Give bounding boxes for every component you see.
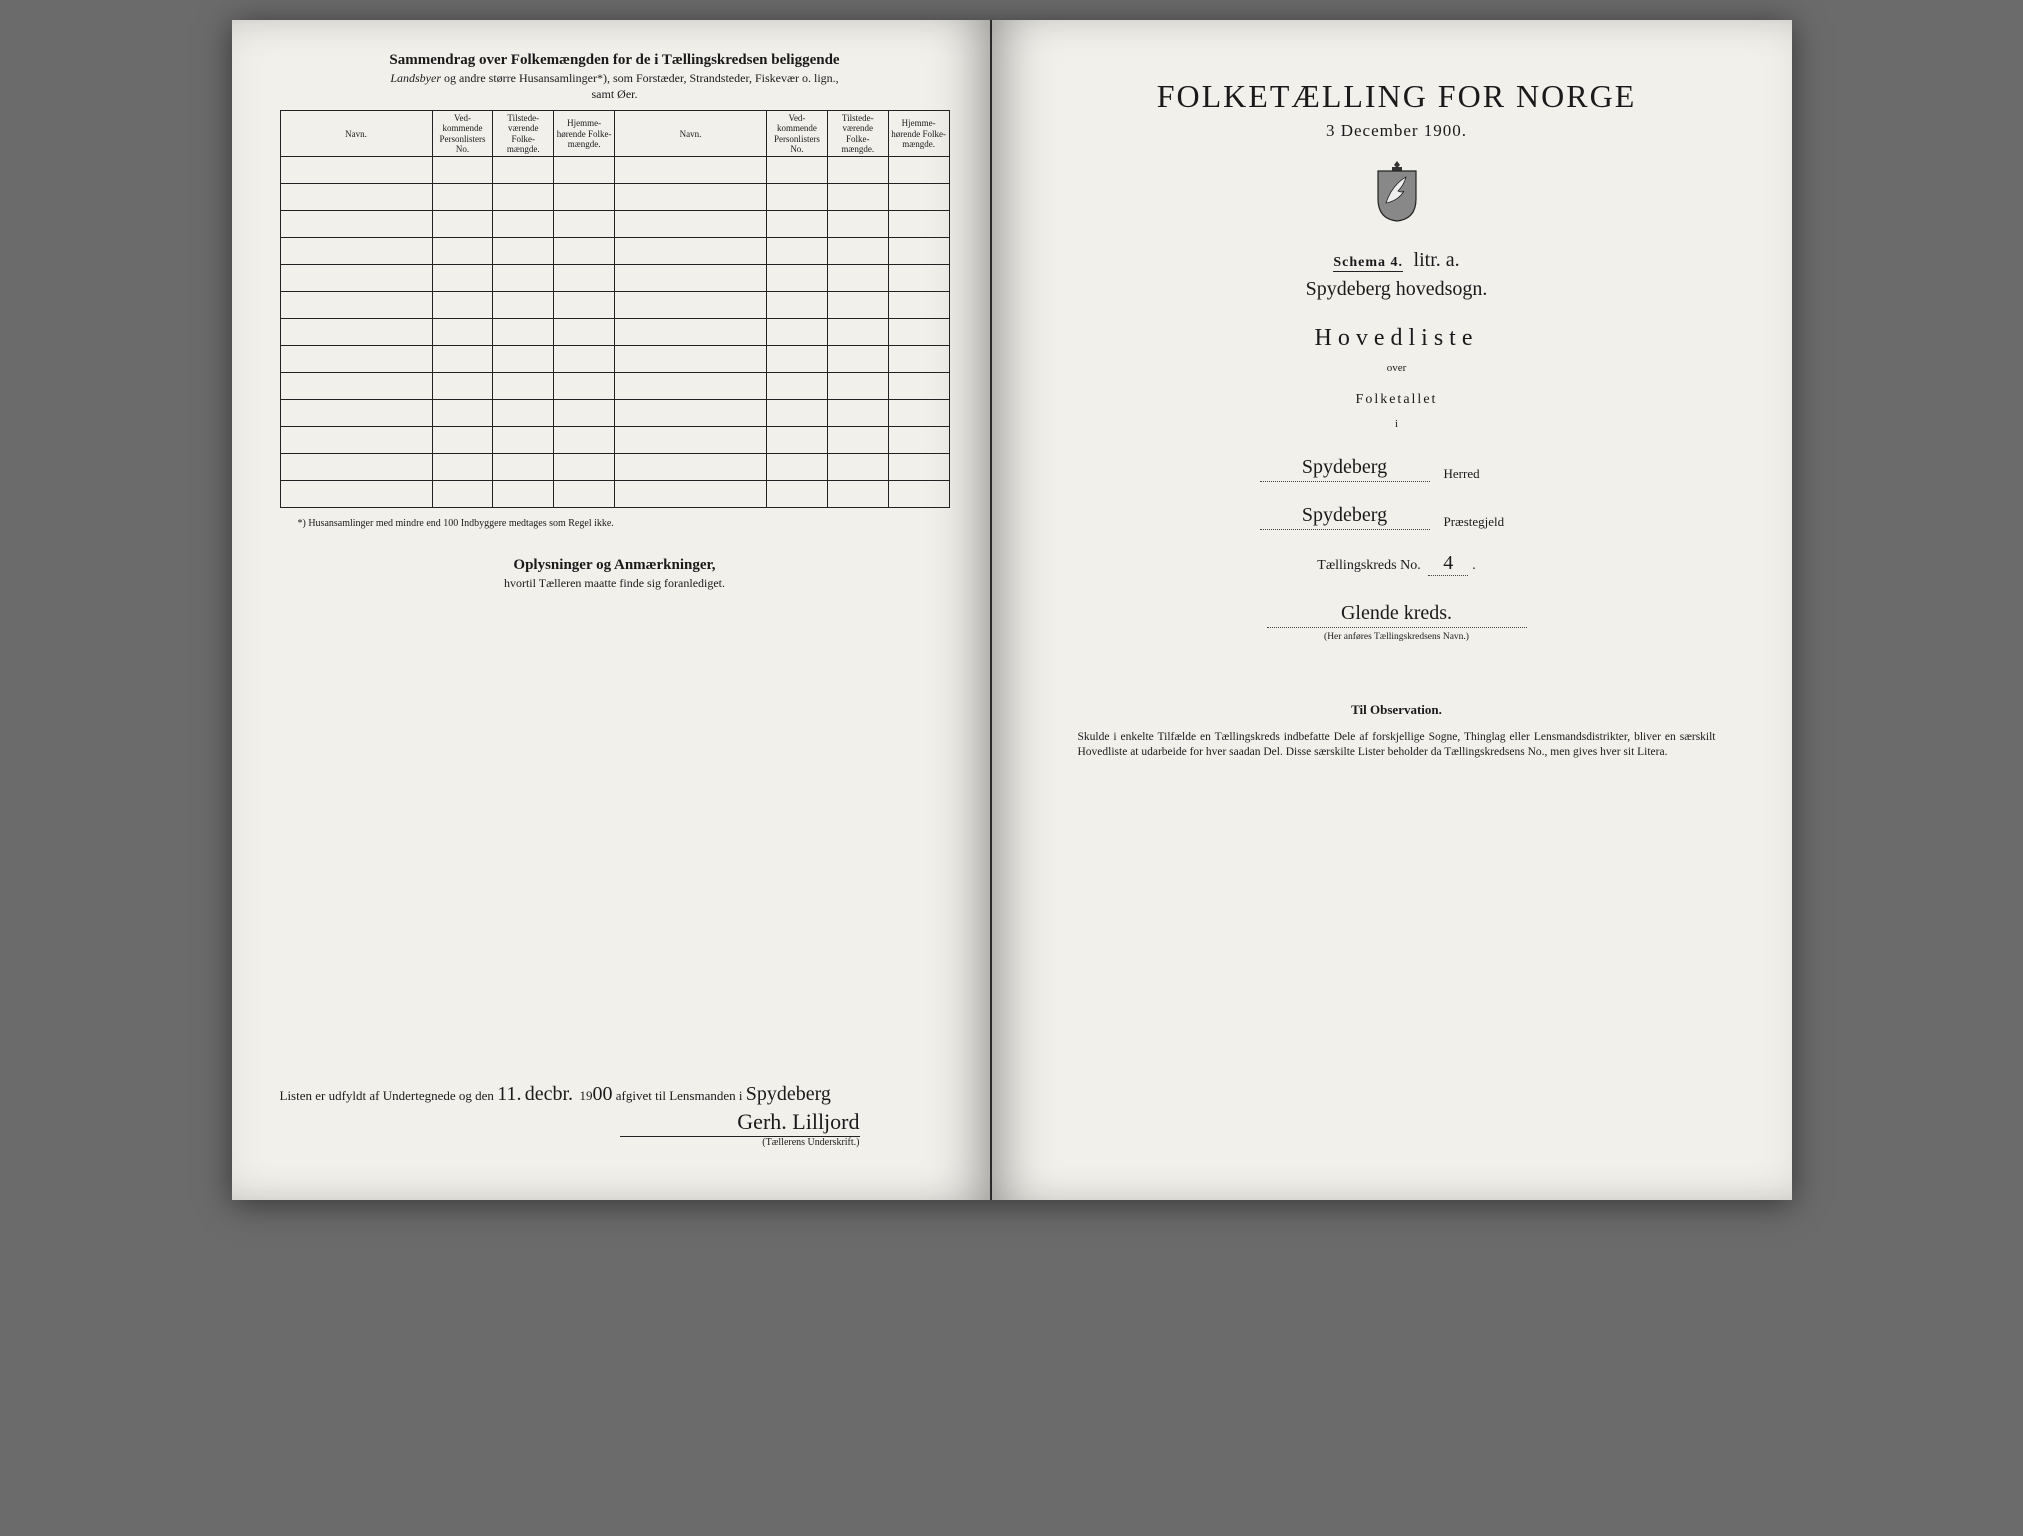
folketallet-label: Folketallet xyxy=(1062,392,1732,408)
kreds-caption: (Her anføres Tællingskredsens Navn.) xyxy=(1062,632,1732,642)
oplysninger-sub: hvortil Tælleren maatte finde sig foranl… xyxy=(280,576,950,591)
sammendrag-table: Navn. Ved- kommende Personlisters No. Ti… xyxy=(280,110,950,508)
kreds-name-hand: Glende kreds. xyxy=(1267,602,1527,628)
census-title: FOLKETÆLLING FOR NORGE xyxy=(1062,78,1732,115)
col-tilstede-2: Tilstede- værende Folke- mængde. xyxy=(827,111,888,157)
tkr-number-hand: 4 xyxy=(1428,552,1468,576)
taellingskreds-row: Tællingskreds No. 4. xyxy=(1062,552,1732,576)
left-page: Sammendrag over Folkemængden for de i Tæ… xyxy=(232,20,992,1200)
i-label: i xyxy=(1062,418,1732,430)
praeste-label: Præstegjeld xyxy=(1444,514,1534,530)
coat-of-arms-icon xyxy=(1370,159,1424,223)
herred-hand: Spydeberg xyxy=(1260,456,1430,482)
schema-sogn-hand: Spydeberg hovedsogn. xyxy=(1306,278,1488,300)
table-row xyxy=(280,400,949,427)
schema-sogn-line: Spydeberg hovedsogn. xyxy=(1062,278,1732,301)
book-spread: Sammendrag over Folkemængden for de i Tæ… xyxy=(232,20,1792,1200)
table-row xyxy=(280,238,949,265)
listen-line: Listen er udfyldt af Undertegnede og den… xyxy=(280,1083,950,1106)
table-row xyxy=(280,346,949,373)
table-row xyxy=(280,427,949,454)
observation-body: Skulde i enkelte Tilfælde en Tællingskre… xyxy=(1062,730,1732,761)
table-body xyxy=(280,157,949,508)
table-row xyxy=(280,454,949,481)
listen-mid: afgivet til Lensmanden i xyxy=(616,1088,743,1103)
listen-year-prefix: 19 xyxy=(580,1088,593,1103)
table-row xyxy=(280,157,949,184)
col-navn-2: Navn. xyxy=(614,111,766,157)
col-hjemme-2: Hjemme- hørende Folke- mængde. xyxy=(888,111,949,157)
fill-lines: Spydeberg Herred Spydeberg Præstegjeld xyxy=(1217,456,1577,530)
herred-row: Spydeberg Herred xyxy=(1217,456,1577,482)
herred-label: Herred xyxy=(1444,466,1534,482)
praeste-hand: Spydeberg xyxy=(1260,504,1430,530)
signature-block: Gerh. Lilljord xyxy=(280,1110,860,1137)
bottom-signature-block: Listen er udfyldt af Undertegnede og den… xyxy=(280,1083,950,1158)
hovedliste-heading: Hovedliste xyxy=(1062,325,1732,352)
schema-litr-hand: litr. a. xyxy=(1414,249,1460,271)
table-header-row: Navn. Ved- kommende Personlisters No. Ti… xyxy=(280,111,949,157)
table-row xyxy=(280,373,949,400)
table-row xyxy=(280,319,949,346)
listen-month-hand: decbr. xyxy=(525,1083,573,1105)
col-tilstede-1: Tilstede- værende Folke- mængde. xyxy=(493,111,554,157)
praestegjeld-row: Spydeberg Præstegjeld xyxy=(1217,504,1577,530)
listen-place-hand: Spydeberg xyxy=(746,1083,831,1105)
table-row xyxy=(280,265,949,292)
table-row xyxy=(280,211,949,238)
col-hjemme-1: Hjemme- hørende Folke- mængde. xyxy=(554,111,615,157)
table-row xyxy=(280,184,949,211)
col-navn-1: Navn. xyxy=(280,111,432,157)
col-ved-1: Ved- kommende Personlisters No. xyxy=(432,111,493,157)
listen-year-hand: 00 xyxy=(593,1083,613,1105)
oplysninger-heading: Oplysninger og Anmærkninger, xyxy=(280,557,950,574)
sammendrag-sub1: Landsbyer og andre større Husansamlinger… xyxy=(280,71,950,86)
signature-hand: Gerh. Lilljord xyxy=(280,1110,860,1134)
tkr-label: Tællingskreds No. xyxy=(1317,558,1420,573)
right-page: FOLKETÆLLING FOR NORGE 3 December 1900. … xyxy=(992,20,1792,1200)
table-row xyxy=(280,292,949,319)
col-ved-2: Ved- kommende Personlisters No. xyxy=(767,111,828,157)
observation-heading: Til Observation. xyxy=(1062,702,1732,718)
table-row xyxy=(280,481,949,508)
over-label: over xyxy=(1062,362,1732,374)
sammendrag-sub2: samt Øer. xyxy=(280,87,950,102)
sammendrag-sub1-em: Landsbyer xyxy=(390,71,441,85)
sammendrag-sub1-rest: og andre større Husansamlinger*), som Fo… xyxy=(441,71,839,85)
sammendrag-heading: Sammendrag over Folkemængden for de i Tæ… xyxy=(280,52,950,69)
footnote: *) Husansamlinger med mindre end 100 Ind… xyxy=(298,518,950,529)
signature-caption: (Tællerens Underskrift.) xyxy=(280,1137,860,1148)
listen-prefix: Listen er udfyldt af Undertegnede og den xyxy=(280,1088,494,1103)
listen-day-hand: 11. xyxy=(497,1083,521,1105)
census-date: 3 December 1900. xyxy=(1062,121,1732,141)
kreds-name-row: Glende kreds. xyxy=(1062,602,1732,628)
schema-line: Schema 4. litr. a. xyxy=(1062,249,1732,272)
schema-label: Schema 4. xyxy=(1333,255,1403,272)
